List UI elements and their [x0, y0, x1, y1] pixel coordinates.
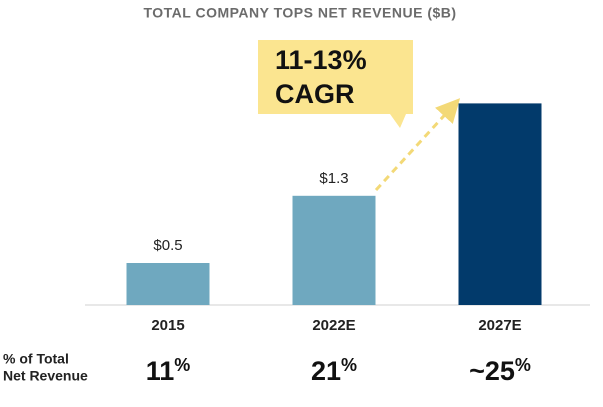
row-value: ~25% — [469, 355, 531, 386]
bar — [458, 103, 542, 306]
x-tick-label: 2015 — [151, 317, 184, 334]
bar — [292, 195, 376, 305]
bar — [126, 263, 210, 305]
row-value: 21% — [311, 355, 357, 386]
row-label: Net Revenue — [3, 368, 88, 384]
x-tick-label: 2022E — [312, 317, 355, 334]
row-label: % of Total — [3, 351, 69, 367]
growth-arrow — [374, 98, 461, 192]
value-label: $1.3 — [319, 170, 348, 187]
chart-title: TOTAL COMPANY TOPS NET REVENUE ($B) — [143, 5, 456, 21]
callout-text: CAGR — [275, 79, 355, 109]
callout-text: 11-13% — [275, 45, 367, 75]
callout-box — [258, 40, 413, 128]
row-value: 11% — [146, 355, 191, 386]
value-label: $0.5 — [153, 237, 182, 254]
x-tick-label: 2027E — [478, 317, 521, 334]
